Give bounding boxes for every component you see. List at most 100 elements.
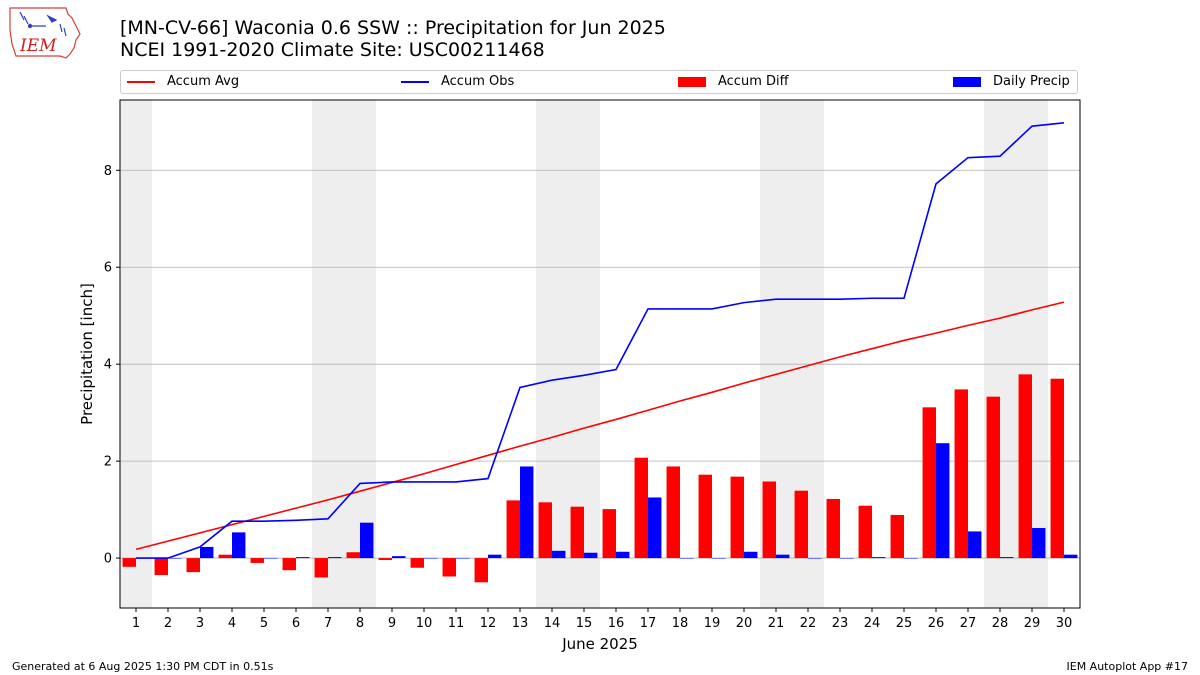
bar-daily-precip-day-10 bbox=[424, 558, 438, 559]
legend-swatch-diff bbox=[678, 76, 706, 87]
bar-daily-precip-day-27 bbox=[968, 531, 982, 559]
chart-subtitle: NCEI 1991-2020 Climate Site: USC00211468 bbox=[120, 39, 545, 61]
legend-label-daily: Daily Precip bbox=[993, 74, 1070, 89]
bar-accum-diff-day-13 bbox=[506, 500, 520, 559]
x-tick-label-20: 20 bbox=[736, 616, 753, 631]
bar-accum-diff-day-15 bbox=[570, 506, 584, 559]
bar-accum-diff-day-10 bbox=[410, 558, 424, 568]
bar-accum-diff-day-21 bbox=[762, 481, 776, 559]
bar-accum-diff-day-14 bbox=[538, 502, 552, 559]
x-tick-label-6: 6 bbox=[292, 616, 300, 631]
bar-daily-precip-day-18 bbox=[680, 558, 694, 559]
bar-accum-diff-day-20 bbox=[730, 476, 744, 559]
line-accum-avg bbox=[135, 301, 1065, 551]
weekend-shading bbox=[120, 100, 1048, 608]
bar-daily-precip-day-4 bbox=[232, 532, 246, 559]
bar-daily-precip-day-12 bbox=[488, 554, 502, 559]
bar-accum-diff-day-4 bbox=[218, 554, 232, 559]
legend-label-obs: Accum Obs bbox=[441, 74, 515, 89]
line-accum-obs bbox=[136, 121, 1065, 559]
legend-item-daily-precip: Daily Precip bbox=[953, 74, 1070, 89]
x-tick-label-5: 5 bbox=[260, 616, 268, 631]
bar-daily-precip-day-24 bbox=[872, 557, 886, 559]
bar-accum-diff-day-12 bbox=[474, 558, 488, 583]
x-tick-label-11: 11 bbox=[448, 616, 465, 631]
bar-daily-precip-day-14 bbox=[552, 550, 566, 559]
x-tick-label-23: 23 bbox=[832, 616, 849, 631]
legend-swatch-avg bbox=[127, 80, 155, 83]
weekend-band-15 bbox=[568, 100, 600, 608]
bar-accum-diff-day-8 bbox=[346, 552, 360, 559]
y-tick-label-2: 2 bbox=[104, 455, 112, 470]
bar-daily-precip-day-13 bbox=[520, 466, 534, 559]
x-tick-label-21: 21 bbox=[768, 616, 785, 631]
x-tick-label-18: 18 bbox=[672, 616, 689, 631]
chart-title: [MN-CV-66] Waconia 0.6 SSW :: Precipitat… bbox=[120, 17, 666, 39]
x-tick-label-17: 17 bbox=[640, 616, 657, 631]
weekend-band-8 bbox=[344, 100, 376, 608]
bar-daily-precip-day-29 bbox=[1032, 528, 1046, 559]
footer-generated: Generated at 6 Aug 2025 1:30 PM CDT in 0… bbox=[12, 660, 274, 673]
x-tick-label-14: 14 bbox=[544, 616, 561, 631]
x-tick-label-27: 27 bbox=[960, 616, 977, 631]
x-tick-label-10: 10 bbox=[416, 616, 433, 631]
bar-daily-precip-day-30 bbox=[1064, 554, 1078, 559]
y-tick-label-0: 0 bbox=[104, 552, 112, 567]
x-axis-label: June 2025 bbox=[561, 635, 638, 653]
x-tick-label-19: 19 bbox=[704, 616, 721, 631]
bar-accum-diff-day-2 bbox=[154, 558, 168, 576]
weekend-band-7 bbox=[312, 100, 344, 608]
bar-daily-precip-day-26 bbox=[936, 443, 950, 559]
bar-accum-diff-day-28 bbox=[986, 396, 1000, 559]
plot-frame bbox=[119, 99, 1081, 609]
x-tick-label-3: 3 bbox=[196, 616, 204, 631]
bar-daily-precip-day-1 bbox=[136, 558, 150, 559]
y-tick-label-8: 8 bbox=[104, 164, 112, 179]
x-tick-label-7: 7 bbox=[324, 616, 332, 631]
bar-daily-precip-day-23 bbox=[840, 558, 854, 559]
legend-label-avg: Accum Avg bbox=[167, 74, 240, 89]
legend-item-accum-diff: Accum Diff bbox=[678, 74, 789, 89]
bar-daily-precip-day-28 bbox=[1000, 557, 1014, 559]
bar-daily-precip-day-20 bbox=[744, 551, 758, 559]
x-tick-label-4: 4 bbox=[228, 616, 236, 631]
footer-app: IEM Autoplot App #17 bbox=[1066, 660, 1189, 673]
bar-daily-precip-day-8 bbox=[360, 522, 374, 559]
bar-daily-precip-day-11 bbox=[456, 558, 470, 559]
x-tick-label-30: 30 bbox=[1056, 616, 1073, 631]
x-tick-label-1: 1 bbox=[132, 616, 140, 631]
bar-accum-diff-day-7 bbox=[314, 558, 328, 578]
x-tick-label-15: 15 bbox=[576, 616, 593, 631]
legend-item-accum-avg: Accum Avg bbox=[127, 74, 239, 89]
bar-daily-precip-day-2 bbox=[168, 558, 182, 559]
bar-daily-precip-day-9 bbox=[392, 556, 406, 559]
weekend-band-28 bbox=[984, 100, 1016, 608]
x-tick-label-25: 25 bbox=[896, 616, 913, 631]
bar-daily-precip-day-19 bbox=[712, 558, 726, 559]
legend-label-diff: Accum Diff bbox=[718, 74, 789, 89]
bar-accum-diff-day-1 bbox=[122, 558, 136, 567]
legend-swatch-daily bbox=[953, 76, 981, 87]
bar-daily-precip-day-22 bbox=[808, 558, 822, 559]
weekend-band-21 bbox=[760, 100, 792, 608]
bar-accum-diff-day-16 bbox=[602, 509, 616, 559]
bar-accum-diff-day-29 bbox=[1018, 374, 1032, 559]
bar-accum-diff-day-25 bbox=[890, 514, 904, 559]
bar-daily-precip-day-17 bbox=[648, 497, 662, 559]
bar-accum-diff-day-22 bbox=[794, 490, 808, 559]
weekend-band-14 bbox=[536, 100, 568, 608]
bar-accum-diff-day-30 bbox=[1050, 378, 1064, 559]
weekend-band-29 bbox=[1016, 100, 1048, 608]
x-tick-label-12: 12 bbox=[480, 616, 497, 631]
bar-accum-diff-day-24 bbox=[858, 505, 872, 559]
iem-logo: IEM bbox=[9, 7, 81, 59]
y-tick-label-6: 6 bbox=[104, 261, 112, 276]
y-axis: 0 2 4 6 8 bbox=[104, 164, 120, 567]
weekend-band-1 bbox=[120, 100, 152, 608]
bar-accum-diff-day-26 bbox=[922, 407, 936, 559]
bar-accum-diff-day-17 bbox=[634, 457, 648, 559]
bar-daily-precip-day-15 bbox=[584, 552, 598, 559]
bar-accum-diff-day-23 bbox=[826, 498, 840, 559]
bar-daily-precip-day-21 bbox=[776, 554, 790, 559]
